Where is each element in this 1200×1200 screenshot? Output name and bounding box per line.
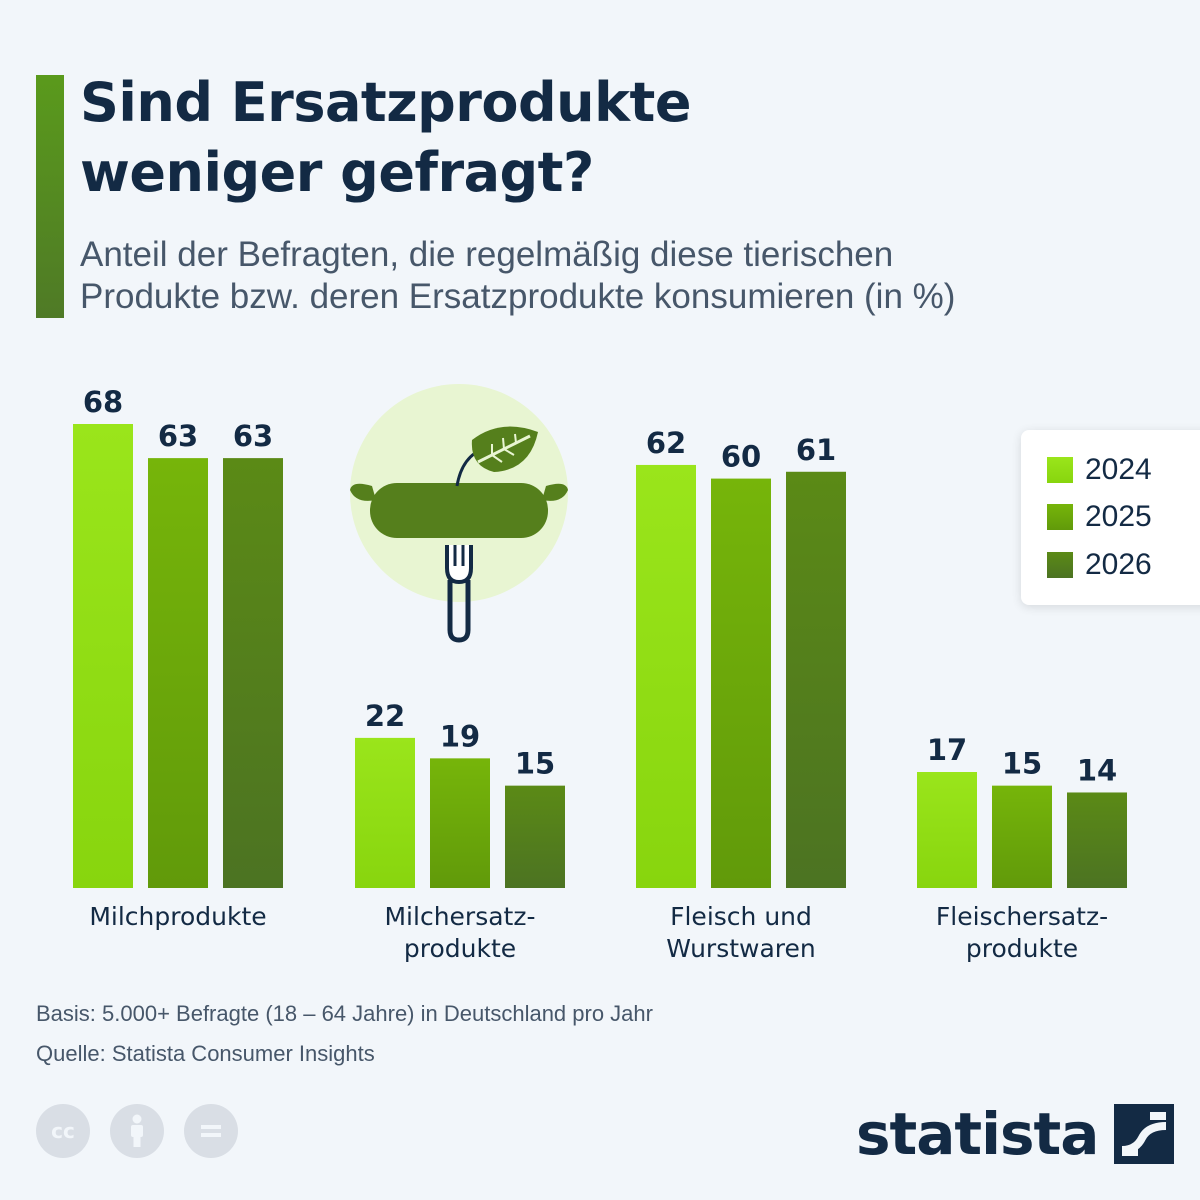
bar-value-label-milchersatz-produkte-2026: 15 [515,747,555,781]
bar-fleischersatz-produkte-2024 [917,772,977,888]
legend-item-2025: 2025 [1047,497,1152,537]
bar-value-label-milchprodukte-2024: 68 [83,385,123,419]
category-label-fleischersatz-produkte-line-1: Fleischersatz- [936,902,1108,931]
bar-chart: 68 63 63 Milchprodukte 22 19 15 Milchersatz-pro… [73,384,1127,963]
bar-fleischersatz-produkte-2025 [992,785,1052,888]
bar-value-label-milchersatz-produkte-2025: 19 [440,719,480,753]
bar-milchersatz-produkte-2026 [505,785,565,888]
chart-subtitle-line-1: Anteil der Befragten, die regelmäßig die… [80,235,894,274]
bar-value-label-fleischersatz-produkte-2025: 15 [1002,747,1042,781]
legend-label-2026: 2026 [1085,548,1152,581]
bar-fleisch-undwurstwaren-2024 [636,464,696,888]
legend-swatch-2026 [1047,552,1073,578]
category-label-fleisch-undwurstwaren-line-2: Wurstwaren [666,934,816,963]
statista-brand[interactable]: statista [856,1100,1175,1168]
legend-item-2026: 2026 [1047,545,1152,585]
bar-value-label-milchersatz-produkte-2024: 22 [365,699,405,733]
chart-title-line-2: weniger gefragt? [80,141,594,204]
category-label-fleischersatz-produkte-line-2: produkte [966,934,1078,963]
category-label-fleisch-undwurstwaren-line-1: Fleisch und [670,902,812,931]
bar-value-label-milchprodukte-2026: 63 [233,419,273,453]
bar-value-label-fleischersatz-produkte-2024: 17 [927,733,967,767]
title-accent-bar [36,75,64,318]
bar-value-label-fleisch-undwurstwaren-2026: 61 [796,433,836,467]
bar-fleisch-undwurstwaren-2026 [786,471,846,888]
category-label-milchersatz-produkte-line-2: produkte [404,934,516,963]
cc-icon[interactable]: cc [36,1104,90,1158]
category-label-milchersatz-produkte-line-1: Milchersatz- [384,902,535,931]
footer-basis: Basis: 5.000+ Befragte (18 – 64 Jahre) i… [36,1001,653,1026]
bar-value-label-fleisch-undwurstwaren-2025: 60 [721,440,761,474]
chart-title: Sind Ersatzprodukte weniger gefragt? [80,68,1160,208]
chart-subtitle: Anteil der Befragten, die regelmäßig die… [80,234,1180,318]
license-icons: cc [36,1104,238,1158]
bar-value-label-fleisch-undwurstwaren-2024: 62 [646,426,686,460]
legend-label-2024: 2024 [1085,453,1152,486]
chart-subtitle-line-2: Produkte bzw. deren Ersatzprodukte konsu… [80,277,956,316]
bar-milchprodukte-2026 [223,458,283,888]
bar-milchprodukte-2024 [73,424,133,888]
footer-source: Quelle: Statista Consumer Insights [36,1041,375,1066]
no-derivatives-icon[interactable] [184,1104,238,1158]
statista-logo-icon [1114,1104,1175,1164]
chart-legend: 2024 2025 2026 [1021,430,1200,605]
bar-fleisch-undwurstwaren-2025 [711,478,771,888]
sausage-on-fork-icon [350,384,568,643]
bar-value-label-milchprodukte-2025: 63 [158,419,198,453]
chart-title-line-1: Sind Ersatzprodukte [80,71,691,134]
statista-logo-text: statista [856,1100,1099,1168]
bar-value-label-fleischersatz-produkte-2026: 14 [1077,753,1117,787]
category-label-milchprodukte: Milchprodukte [89,902,266,931]
bar-milchprodukte-2025 [148,458,208,888]
bar-fleischersatz-produkte-2026 [1067,792,1127,888]
legend-swatch-2025 [1047,504,1073,530]
legend-item-2024: 2024 [1047,450,1152,490]
bar-milchersatz-produkte-2024 [355,737,415,888]
bar-milchersatz-produkte-2025 [430,758,490,888]
legend-swatch-2024 [1047,457,1073,483]
legend-label-2025: 2025 [1085,500,1152,533]
attribution-icon[interactable] [110,1104,164,1158]
